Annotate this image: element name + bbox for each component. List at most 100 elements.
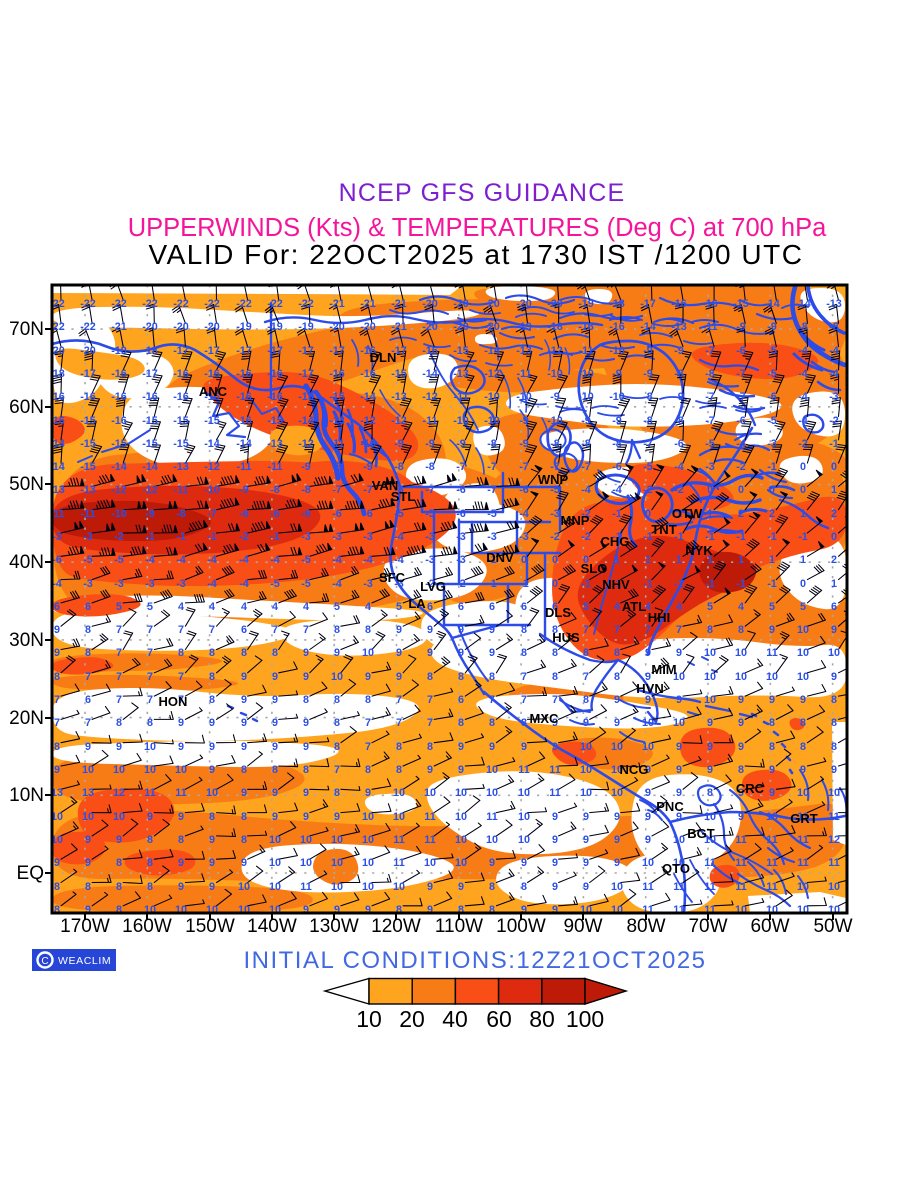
svg-text:8: 8 [521, 717, 527, 729]
svg-text:8: 8 [116, 881, 122, 893]
svg-text:-16: -16 [204, 368, 220, 380]
svg-text:-16: -16 [671, 298, 687, 310]
svg-text:-2: -2 [425, 578, 435, 590]
svg-text:10: 10 [486, 787, 498, 799]
svg-text:-10: -10 [516, 391, 532, 403]
svg-text:-14: -14 [49, 438, 65, 450]
svg-text:9: 9 [241, 857, 247, 869]
svg-text:-14: -14 [795, 298, 811, 310]
svg-text:-22: -22 [173, 298, 189, 310]
svg-text:-7: -7 [332, 484, 342, 496]
svg-text:-10: -10 [609, 391, 625, 403]
svg-text:-8: -8 [674, 415, 684, 427]
svg-text:8: 8 [489, 717, 495, 729]
svg-text:6: 6 [458, 601, 464, 613]
svg-text:-7: -7 [456, 461, 466, 473]
svg-text:-8: -8 [643, 391, 653, 403]
svg-text:-22: -22 [80, 298, 96, 310]
svg-text:7: 7 [365, 741, 371, 753]
svg-text:-9: -9 [674, 345, 684, 357]
svg-text:9: 9 [178, 811, 184, 823]
svg-text:11: 11 [549, 787, 560, 799]
svg-text:-17: -17 [236, 345, 252, 357]
svg-text:10: 10 [175, 904, 187, 916]
svg-text:-9: -9 [456, 438, 466, 450]
svg-text:5: 5 [396, 601, 402, 613]
svg-text:8: 8 [116, 857, 122, 869]
svg-text:-21: -21 [391, 321, 407, 333]
svg-text:-14: -14 [422, 368, 438, 380]
svg-text:9: 9 [458, 881, 464, 893]
svg-text:10: 10 [797, 624, 809, 636]
svg-text:-4: -4 [829, 345, 839, 357]
svg-text:-20: -20 [422, 321, 438, 333]
svg-text:8: 8 [241, 811, 247, 823]
svg-text:8: 8 [769, 741, 775, 753]
svg-text:11: 11 [766, 881, 777, 893]
svg-text:-8: -8 [674, 368, 684, 380]
svg-text:11: 11 [393, 834, 404, 846]
svg-text:-13: -13 [516, 345, 532, 357]
svg-text:-1: -1 [643, 578, 653, 590]
svg-text:-10: -10 [204, 484, 220, 496]
svg-text:-6: -6 [736, 345, 746, 357]
svg-text:-7: -7 [581, 461, 591, 473]
svg-text:9: 9 [738, 717, 744, 729]
svg-text:120W: 120W [371, 916, 421, 937]
svg-text:-3: -3 [394, 578, 404, 590]
svg-text:10: 10 [113, 811, 125, 823]
svg-text:8: 8 [54, 881, 60, 893]
svg-text:10: 10 [580, 904, 592, 916]
svg-text:10: 10 [393, 811, 405, 823]
svg-text:-14: -14 [111, 461, 127, 473]
svg-text:-6: -6 [363, 508, 373, 520]
svg-text:7: 7 [178, 671, 184, 683]
svg-text:8: 8 [303, 764, 309, 776]
svg-text:-9: -9 [301, 461, 311, 473]
svg-text:-16: -16 [111, 415, 127, 427]
svg-text:-5: -5 [487, 508, 497, 520]
svg-text:7: 7 [583, 671, 589, 683]
svg-text:-2: -2 [581, 508, 591, 520]
svg-text:-13: -13 [826, 298, 842, 310]
svg-text:8: 8 [365, 694, 371, 706]
svg-text:-3: -3 [114, 578, 124, 590]
svg-text:1: 1 [676, 508, 682, 520]
svg-text:STL: STL [391, 489, 416, 504]
svg-text:9: 9 [583, 717, 589, 729]
svg-text:9: 9 [458, 764, 464, 776]
svg-text:2: 2 [831, 554, 837, 566]
svg-text:11: 11 [642, 904, 653, 916]
svg-text:10: 10 [673, 857, 685, 869]
svg-text:10: 10 [331, 671, 343, 683]
svg-text:-1: -1 [176, 531, 186, 543]
svg-text:8: 8 [427, 741, 433, 753]
svg-text:9: 9 [489, 741, 495, 753]
svg-text:-1: -1 [581, 578, 591, 590]
svg-text:9: 9 [54, 857, 60, 869]
svg-text:-10: -10 [453, 415, 469, 427]
svg-text:10N: 10N [9, 785, 44, 806]
svg-text:10: 10 [828, 904, 840, 916]
svg-text:-5: -5 [301, 578, 311, 590]
svg-text:-6: -6 [736, 415, 746, 427]
svg-text:-1: -1 [767, 578, 777, 590]
svg-text:-16: -16 [329, 368, 345, 380]
svg-text:-16: -16 [422, 345, 438, 357]
svg-text:10: 10 [611, 787, 623, 799]
svg-text:-5: -5 [705, 438, 715, 450]
svg-text:-1: -1 [736, 531, 746, 543]
svg-text:9: 9 [178, 857, 184, 869]
svg-text:10: 10 [828, 881, 840, 893]
svg-text:-17: -17 [391, 345, 407, 357]
svg-text:2: 2 [831, 508, 837, 520]
svg-text:9: 9 [334, 647, 340, 659]
svg-text:-4: -4 [270, 554, 280, 566]
svg-text:9: 9 [209, 857, 215, 869]
svg-text:-8: -8 [176, 508, 186, 520]
svg-text:10: 10 [113, 764, 125, 776]
svg-text:9: 9 [521, 904, 527, 916]
svg-text:5: 5 [583, 601, 589, 613]
svg-text:9: 9 [645, 811, 651, 823]
svg-text:-22: -22 [49, 298, 65, 310]
